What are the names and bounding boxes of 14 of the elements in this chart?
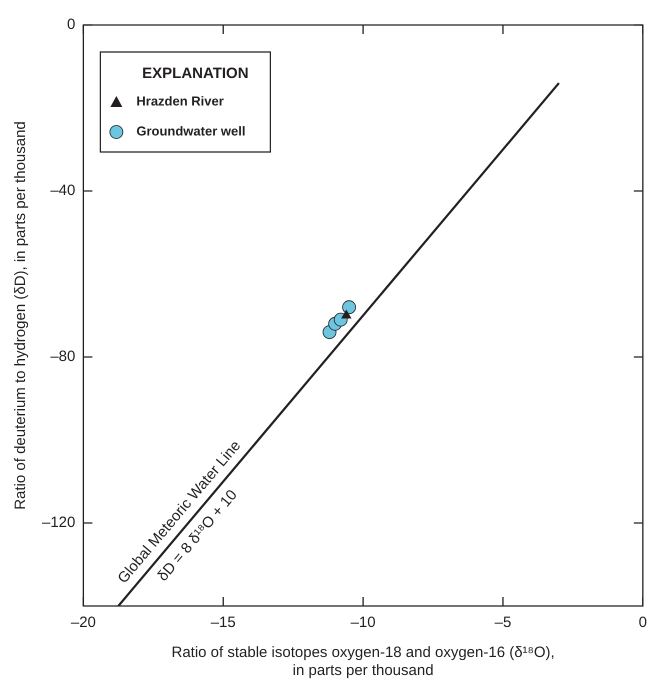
legend-label: Hrazden River — [136, 94, 224, 109]
y-axis-title: Ratio of deuterium to hydrogen (δD), in parts per thousand — [12, 121, 30, 510]
x-tick-label: 0 — [638, 614, 647, 632]
legend-label: Groundwater well — [136, 124, 246, 139]
y-tick-label: –80 — [50, 348, 76, 366]
y-tick-label: –40 — [50, 182, 76, 200]
x-tick-label: –15 — [210, 614, 236, 632]
y-tick-label: –120 — [42, 514, 76, 532]
x-tick-label: –5 — [494, 614, 512, 632]
x-axis-title: Ratio of stable isotopes oxygen-18 and oxygen-16 (δ¹⁸O), in parts per thousand — [171, 644, 555, 680]
y-tick-label: 0 — [67, 16, 76, 34]
x-tick-label: –10 — [350, 614, 376, 632]
legend-title: EXPLANATION — [142, 65, 249, 82]
x-tick-label: –20 — [70, 614, 96, 632]
